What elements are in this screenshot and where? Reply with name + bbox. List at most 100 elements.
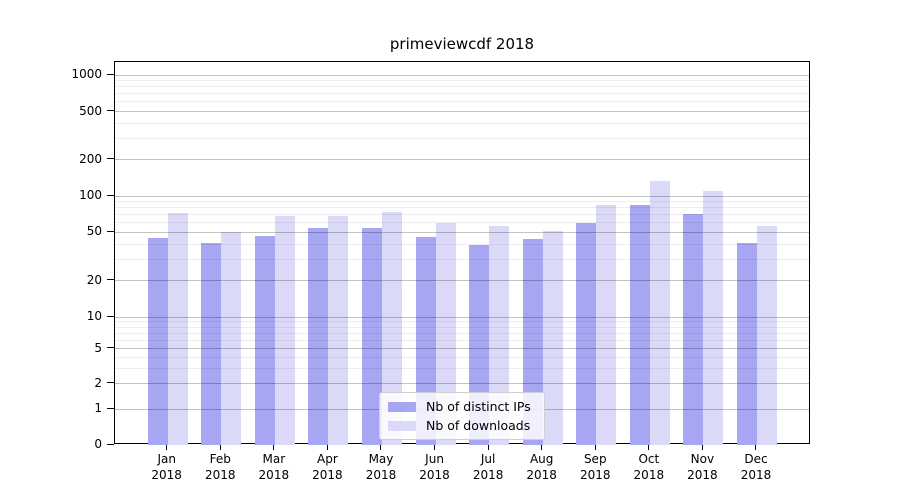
x-tick-mark (701, 444, 703, 450)
y-tick-label-2: 2 (94, 375, 102, 390)
x-tick-year: 2018 (419, 468, 450, 482)
x-tick-mark (755, 444, 757, 450)
grid-line-minor (115, 321, 809, 323)
grid-line-major (115, 316, 809, 318)
x-tick-year: 2018 (258, 468, 290, 482)
x-tick-month: Oct (638, 452, 660, 466)
x-tick-label-jan: Jan 2018 (140, 451, 194, 483)
x-tick-year: 2018 (633, 468, 665, 482)
bar-ips-dec (736, 242, 757, 445)
x-tick-year: 2018 (151, 468, 182, 482)
y-tick-label-20: 20 (86, 272, 102, 287)
grid-line-minor (115, 137, 809, 139)
x-tick-mark (594, 444, 596, 450)
bar-ips-jan (147, 237, 168, 445)
y-tick-mark (107, 110, 114, 112)
y-tick-label-500: 500 (79, 103, 102, 118)
x-tick-label-sep: Sep 2018 (568, 451, 622, 483)
legend: Nb of distinct IPs Nb of downloads (379, 392, 545, 440)
grid-line-major (115, 195, 809, 197)
grid-line-minor (115, 201, 809, 203)
x-tick-year: 2018 (579, 468, 611, 482)
y-tick-label-1000: 1000 (71, 67, 102, 81)
x-tick-year: 2018 (204, 468, 236, 482)
x-tick-year: 2018 (472, 468, 504, 482)
y-tick-mark (107, 158, 114, 160)
grid-line-minor (115, 214, 809, 216)
grid-line-major (115, 111, 809, 113)
bar-downloads-feb (221, 232, 242, 445)
x-tick-label-may: May 2018 (354, 451, 408, 483)
x-tick-month: Jul (480, 452, 496, 466)
bar-downloads-jun (435, 222, 456, 445)
y-tick-mark (107, 73, 114, 75)
y-tick-mark (107, 315, 114, 317)
x-tick-mark (380, 444, 382, 450)
x-tick-label-jun: Jun 2018 (408, 451, 462, 483)
y-tick-label-50: 50 (86, 224, 102, 239)
bar-downloads-mar (274, 216, 295, 445)
bar-ips-may (361, 228, 382, 445)
x-tick-label-feb: Feb 2018 (193, 451, 247, 483)
bar-ips-apr (308, 228, 329, 445)
x-tick-mark (219, 444, 221, 450)
x-tick-mark (434, 444, 436, 450)
grid-line-minor (115, 207, 809, 209)
bar-ips-mar (254, 235, 275, 445)
bar-ips-oct (629, 204, 650, 445)
grid-line-major (115, 159, 809, 161)
y-tick-label-100: 100 (79, 188, 102, 202)
plot-area (114, 61, 810, 445)
x-tick-label-dec: Dec 2018 (729, 451, 783, 483)
x-tick-label-oct: Oct 2018 (622, 451, 676, 483)
legend-swatch-downloads (388, 420, 416, 431)
chart-title: primeviewcdf 2018 (389, 35, 535, 53)
x-tick-mark (273, 444, 275, 450)
x-tick-year: 2018 (687, 468, 718, 482)
x-tick-label-jul: Jul 2018 (461, 451, 515, 483)
x-tick-month: Sep (583, 452, 607, 466)
x-tick-label-aug: Aug 2018 (515, 451, 569, 483)
bar-ips-feb (201, 242, 222, 445)
x-tick-mark (166, 444, 168, 450)
x-tick-mark (541, 444, 543, 450)
bar-ips-sep (576, 222, 597, 445)
bar-downloads-jul (489, 225, 510, 445)
grid-line-minor (115, 101, 809, 103)
x-tick-month: Apr (317, 452, 338, 466)
x-tick-year: 2018 (740, 468, 772, 482)
y-tick-mark (107, 382, 114, 384)
grid-line-minor (115, 356, 809, 358)
legend-label-downloads: Nb of downloads (426, 418, 531, 433)
x-tick-month: Aug (529, 452, 554, 466)
grid-line-minor (115, 326, 809, 328)
x-tick-month: Nov (690, 452, 715, 466)
grid-line-major (115, 280, 809, 282)
x-tick-month: May (368, 452, 394, 466)
bar-ips-nov (683, 213, 704, 445)
grid-line-minor (115, 80, 809, 82)
grid-line-minor (115, 332, 809, 334)
bar-downloads-oct (649, 181, 670, 445)
y-tick-mark (107, 230, 114, 232)
grid-line-minor (115, 243, 809, 245)
y-tick-label-200: 200 (79, 151, 102, 166)
x-tick-mark (648, 444, 650, 450)
x-tick-mark (487, 444, 489, 450)
y-tick-mark (107, 407, 114, 409)
y-tick-mark (107, 443, 114, 445)
grid-line-major (115, 348, 809, 350)
x-tick-year: 2018 (312, 468, 343, 482)
bar-downloads-sep (596, 204, 617, 445)
grid-line-minor (115, 339, 809, 341)
x-tick-mark (326, 444, 328, 450)
bar-downloads-jan (167, 212, 188, 445)
y-tick-label-1: 1 (94, 401, 102, 416)
x-tick-label-mar: Mar 2018 (247, 451, 301, 483)
grid-line-major (115, 231, 809, 233)
y-tick-label-5: 5 (94, 340, 102, 355)
grid-line-major (115, 74, 809, 76)
bar-downloads-nov (703, 190, 724, 445)
legend-item-ips: Nb of distinct IPs (388, 399, 536, 414)
